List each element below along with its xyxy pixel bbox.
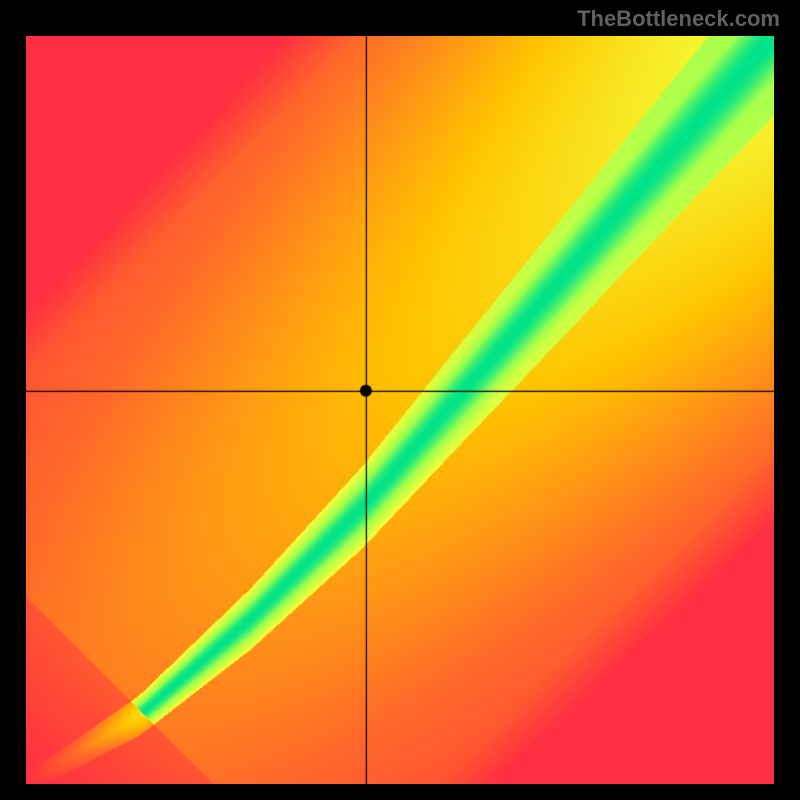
chart-container: { "attribution": { "text": "TheBottlenec…	[0, 0, 800, 800]
bottleneck-heatmap	[26, 36, 774, 784]
attribution-text: TheBottleneck.com	[577, 6, 780, 32]
